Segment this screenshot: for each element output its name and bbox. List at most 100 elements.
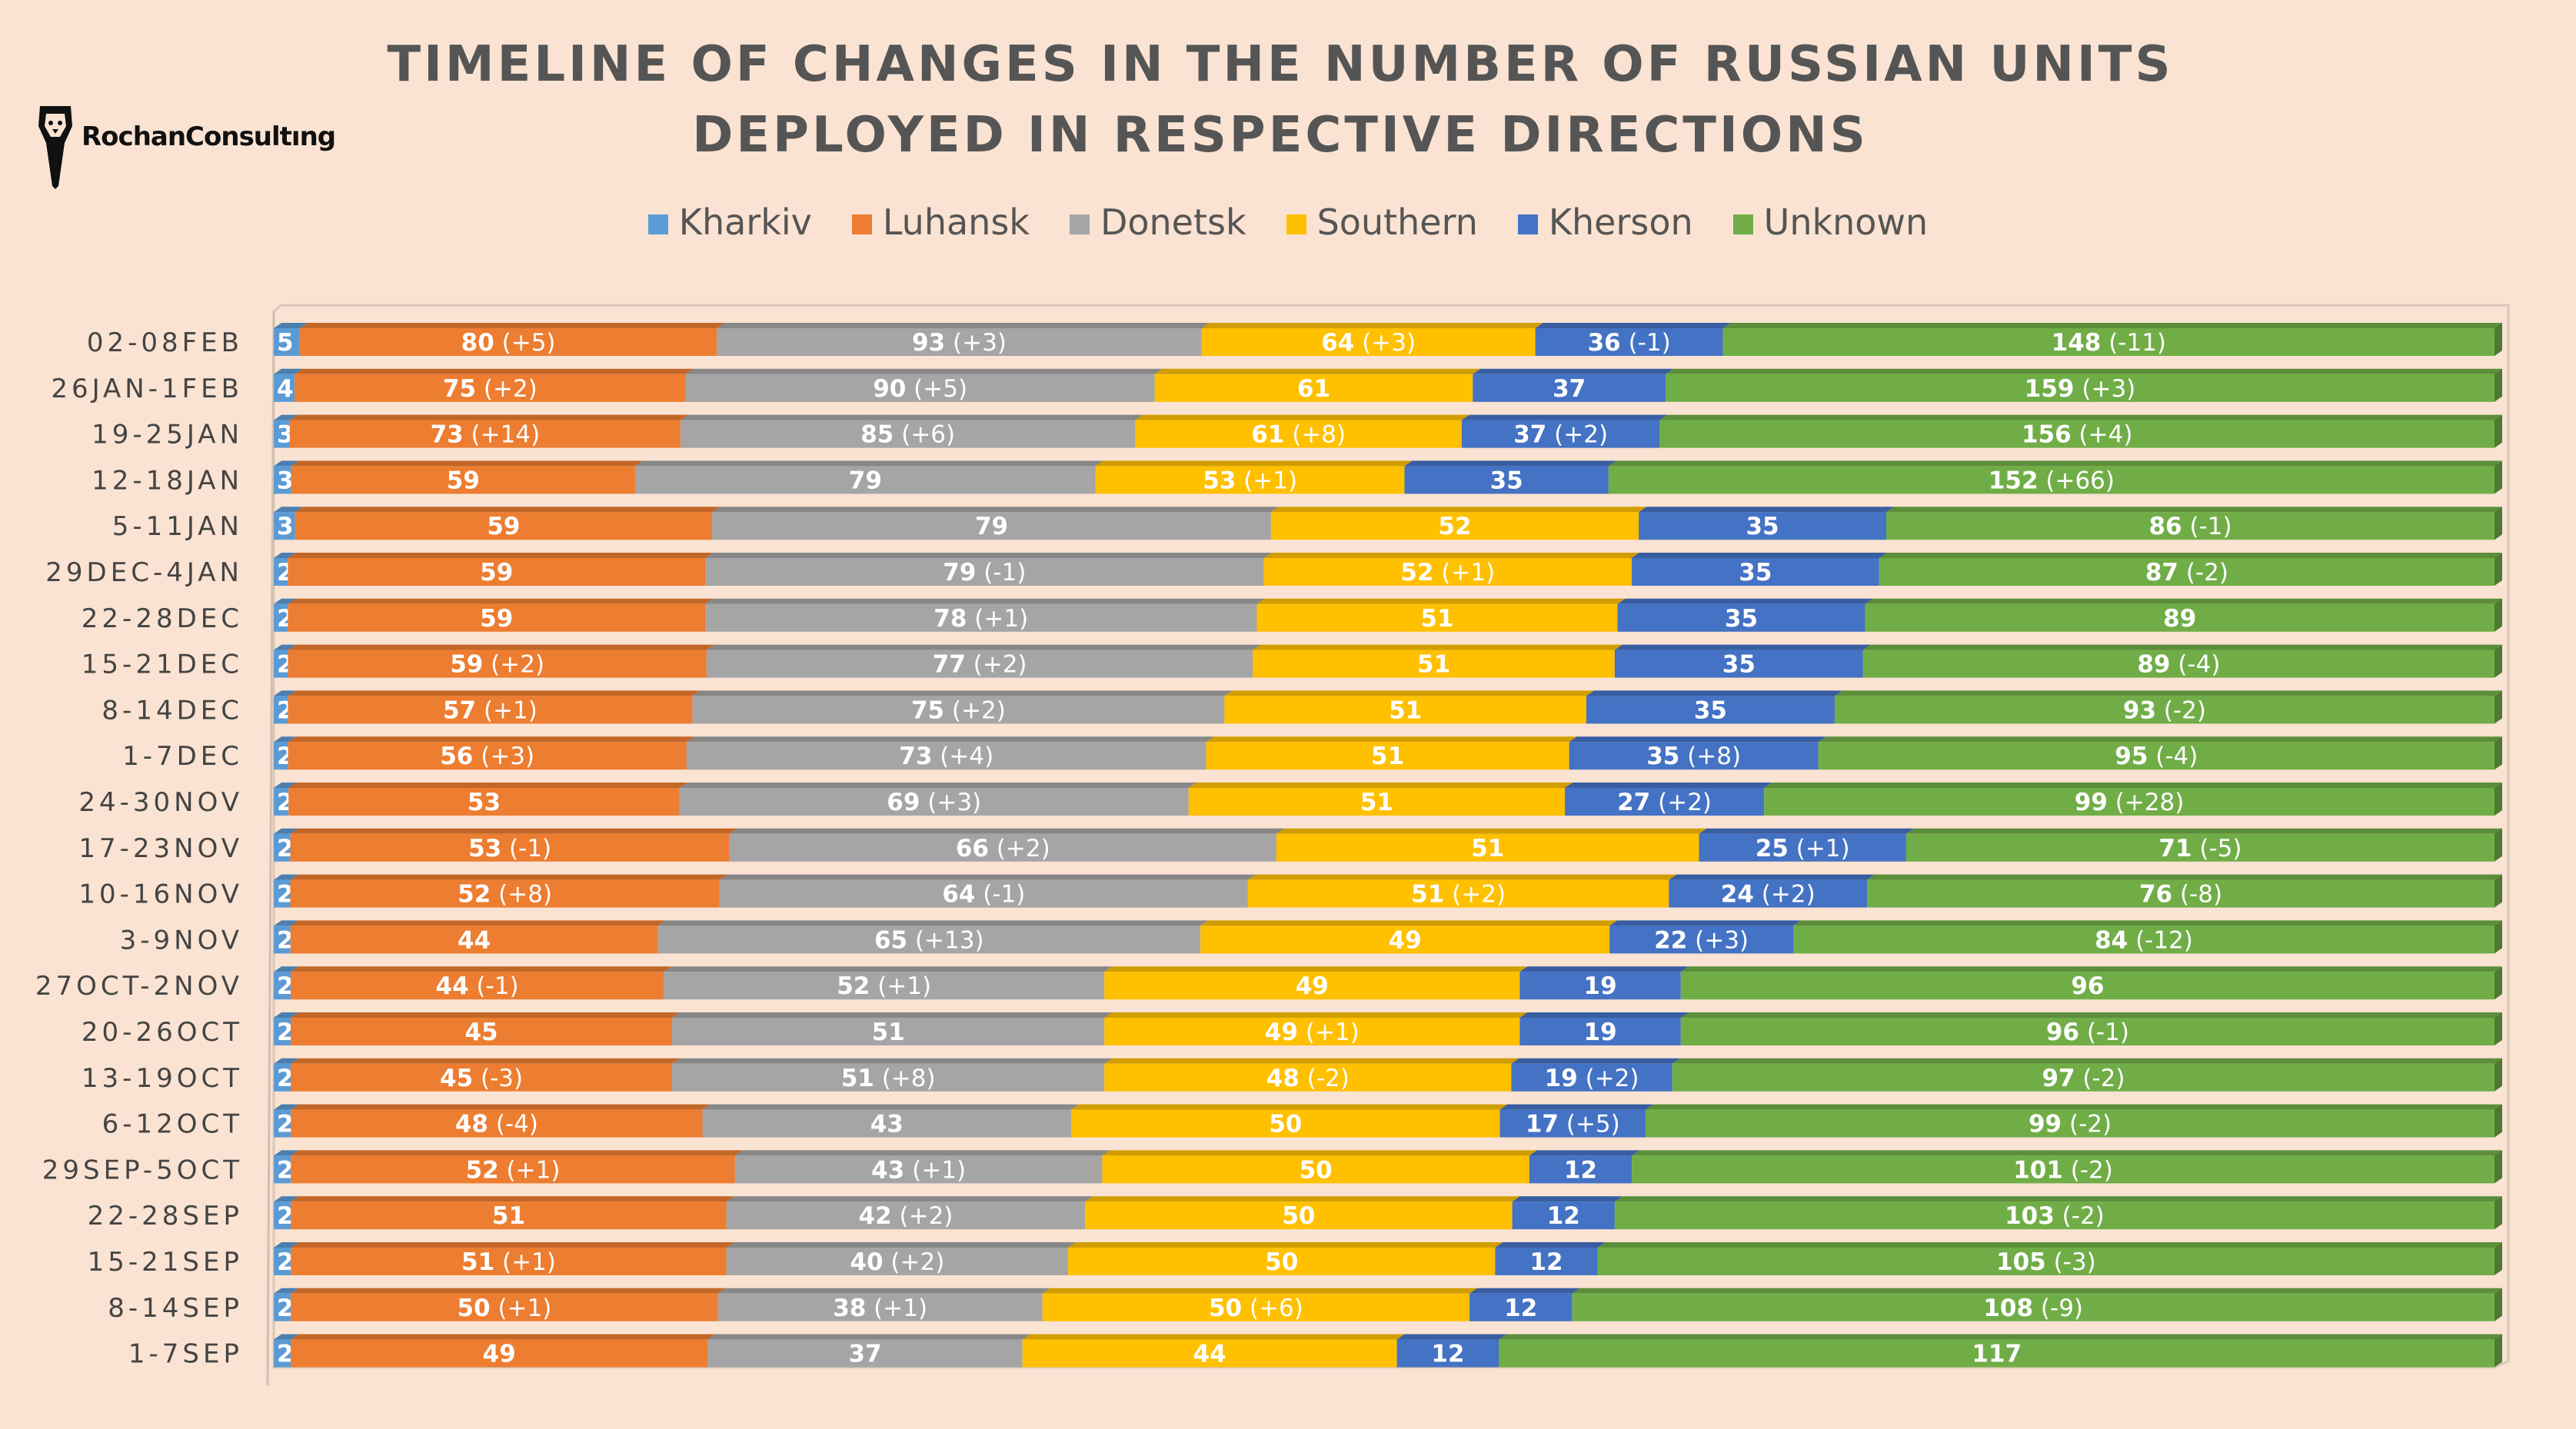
bar-segment-face — [692, 696, 1225, 724]
bar-segment-face — [291, 1155, 735, 1184]
bar-segment-top — [1104, 1012, 1528, 1018]
bar-segment-donetsk: 79 — [712, 507, 1279, 540]
bar-segment-face — [1764, 788, 2494, 816]
data-label-value: 64 — [942, 881, 975, 909]
data-label-value: 87 — [2145, 559, 2178, 587]
bar-segment-side — [2494, 323, 2502, 356]
data-label: 2 — [277, 1065, 294, 1092]
bar-segment-face — [1639, 512, 1887, 540]
data-label: 3 — [277, 467, 294, 494]
bar-segment-unknown: 108 (-9) — [1572, 1288, 2502, 1322]
data-label-change: (-5) — [2192, 835, 2242, 862]
data-label: 95 (-4) — [2115, 743, 2198, 770]
data-label-value: 53 — [468, 835, 501, 862]
data-label: 51 — [872, 1019, 905, 1046]
bar-segment-kharkiv: 2 — [274, 1104, 299, 1138]
data-label-value: 156 — [2022, 421, 2072, 449]
bar-segment-face — [705, 603, 1257, 632]
bar-segment-top — [1722, 323, 2502, 328]
data-label: 48 (-4) — [455, 1111, 538, 1138]
bar-segment-unknown: 148 (-11) — [1722, 323, 2502, 357]
data-label: 2 — [277, 926, 294, 954]
data-label: 80 (+5) — [461, 329, 556, 357]
bar-segment-southern: 49 — [1200, 920, 1618, 954]
bar-segment-top — [288, 598, 714, 604]
bar-segment-top — [291, 1058, 681, 1064]
data-label-value: 52 — [837, 972, 870, 1000]
category-label: 29SEP-5OCT — [42, 1155, 243, 1185]
data-label-change: (-11) — [2101, 329, 2166, 357]
data-label: 99 (+28) — [2075, 789, 2185, 816]
bar-segment-top — [1617, 598, 1873, 604]
data-label-change: (+2) — [944, 696, 1006, 724]
data-label-change: (+1) — [1298, 1019, 1360, 1046]
bar-segment-top — [1818, 736, 2502, 743]
data-label: 76 (-8) — [2139, 881, 2222, 909]
data-label-value: 43 — [871, 1156, 904, 1184]
bar-segment-top — [1865, 598, 2502, 604]
bar-segment-kharkiv: 2 — [274, 1196, 299, 1230]
data-label: 64 (-1) — [942, 881, 1025, 909]
bar-segment-top — [1224, 690, 1594, 696]
data-label: 37 (+2) — [1513, 421, 1608, 449]
data-label-change: (+2) — [1578, 1065, 1639, 1092]
bar-segment-face — [274, 972, 291, 1000]
bar-segment-face — [1659, 420, 2494, 448]
bar-segment-face — [707, 1339, 1023, 1368]
bar-segment-face — [1201, 328, 1536, 356]
data-label: 2 — [277, 1202, 294, 1230]
bar-segment-top — [1473, 368, 1674, 374]
bar-segment-luhansk: 45 — [291, 1012, 681, 1046]
data-label-value: 27 — [1617, 789, 1650, 816]
data-label-value: 89 — [2163, 605, 2196, 633]
bar-segment-unknown: 156 (+4) — [1659, 414, 2502, 449]
chart-title: TIMELINE OF CHANGES IN THE NUMBER OF RUS… — [387, 36, 2174, 164]
data-label-value: 84 — [2095, 926, 2128, 954]
bar-segment-donetsk: 43 — [702, 1104, 1080, 1138]
bar-segment-face — [274, 696, 288, 724]
bar-segment-side — [2494, 690, 2502, 724]
data-label-change: (+28) — [2108, 789, 2184, 816]
bar-segment-top — [274, 414, 298, 420]
bar-segment-top — [274, 644, 296, 650]
bar-segment-donetsk: 79 (-1) — [705, 553, 1272, 587]
data-label: 78 (+1) — [934, 605, 1028, 633]
data-label-value: 43 — [870, 1111, 904, 1138]
data-label-value: 37 — [848, 1341, 881, 1368]
data-label-value: 50 — [1282, 1202, 1315, 1230]
bar-segment-donetsk: 93 (+3) — [717, 323, 1210, 357]
data-label-value: 3 — [277, 421, 294, 449]
data-label-value: 2 — [277, 1202, 294, 1230]
data-label-value: 45 — [464, 1019, 498, 1046]
bar-segment-luhansk: 59 — [295, 507, 721, 540]
bar-segment-donetsk: 52 (+1) — [664, 966, 1113, 1000]
data-label-change: (+3) — [920, 789, 981, 816]
data-label-value: 35 — [1490, 467, 1523, 494]
data-label: 96 (-1) — [2046, 1019, 2129, 1046]
bar-segment-top — [706, 644, 1261, 650]
data-label: 87 (-2) — [2145, 559, 2228, 587]
data-label: 108 (-9) — [1983, 1294, 2083, 1322]
bar-segment-face — [702, 1109, 1072, 1138]
bar-segment-top — [274, 966, 299, 972]
data-label: 12 — [1564, 1156, 1597, 1184]
bar-segment-face — [295, 374, 686, 402]
bar-segment-top — [1672, 1058, 2502, 1064]
data-label-value: 51 — [461, 1248, 494, 1276]
data-label-value: 159 — [2025, 375, 2075, 403]
bar-segment-face — [290, 833, 730, 862]
data-label-value: 59 — [480, 559, 513, 587]
bar-segment-top — [1764, 783, 2502, 788]
legend-label: Kherson — [1548, 201, 1693, 243]
legend-swatch-unknown — [1732, 214, 1753, 234]
data-label-value: 56 — [440, 743, 473, 770]
data-label-value: 79 — [849, 467, 882, 494]
bar-segment-side — [2494, 1150, 2502, 1184]
bar-segment-top — [1256, 598, 1626, 604]
data-label: 99 (-2) — [2029, 1111, 2112, 1138]
data-label-value: 42 — [859, 1202, 892, 1230]
data-label-value: 40 — [850, 1248, 883, 1276]
data-label-value: 51 — [1371, 743, 1404, 770]
bar-segment-face — [1473, 374, 1666, 402]
bar-segment-donetsk: 75 (+2) — [692, 690, 1233, 724]
